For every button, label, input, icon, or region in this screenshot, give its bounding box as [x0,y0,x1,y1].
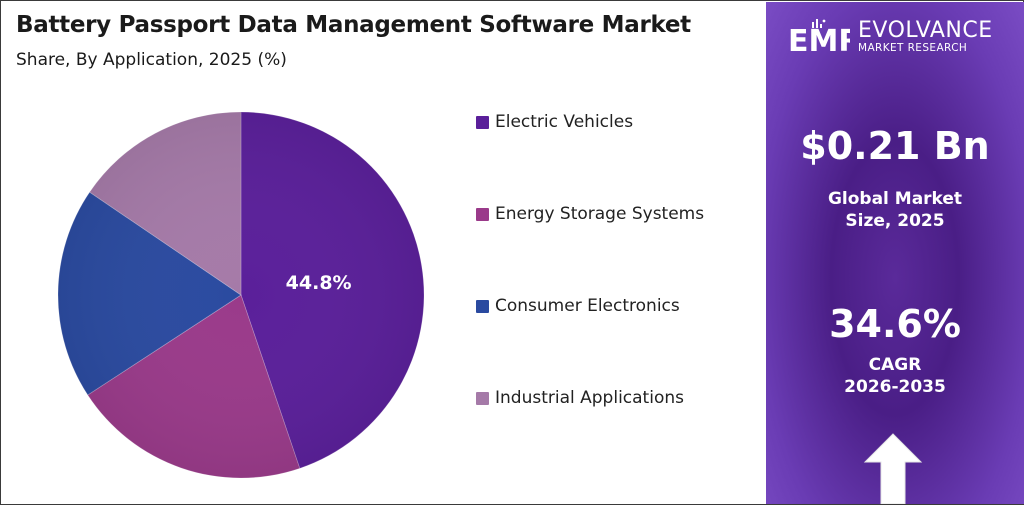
chart-subtitle: Share, By Application, 2025 (%) [16,50,287,70]
emr-logo-icon: EMR [788,18,861,59]
market-size-label-line1: Global Market [827,189,963,209]
market-size-value: $0.21 Bn [800,124,990,168]
legend-item: Energy Storage Systems [476,204,704,224]
legend-item: Electric Vehicles [476,112,633,132]
pie-chart: 44.8% [57,111,425,479]
legend-swatch [476,391,489,405]
brand-name: EVOLVANCE [858,18,993,43]
legend-swatch [476,115,489,129]
legend-label: Electric Vehicles [495,112,634,132]
legend-label: Consumer Electronics [495,296,680,316]
legend-swatch [476,207,489,221]
brand-logo: EMR EVOLVANCE MARKET RESEARCH [788,18,993,59]
cagr-label-line1: CAGR [868,355,922,375]
pie-data-label: 44.8% [286,272,352,294]
cagr-label-line2: 2026-2035 [844,377,946,397]
legend-item: Industrial Applications [476,388,684,408]
up-arrow-icon [863,433,923,504]
cagr-value: 34.6% [829,302,961,346]
legend-label: Energy Storage Systems [495,204,705,224]
legend-swatch [476,299,489,313]
brand-subtitle: MARKET RESEARCH [858,42,968,54]
legend-label: Industrial Applications [495,388,684,408]
chart-panel: 44.8% Battery Passport Data Management S… [2,2,765,503]
stats-sidebar: EMR EVOLVANCE MARKET RESEARCH $0.21 Bn G… [766,2,1024,504]
market-size-label-line2: Size, 2025 [845,211,945,231]
logo-letters: EMR [788,24,850,56]
chart-title: Battery Passport Data Management Softwar… [16,12,691,38]
legend-item: Consumer Electronics [476,296,680,316]
